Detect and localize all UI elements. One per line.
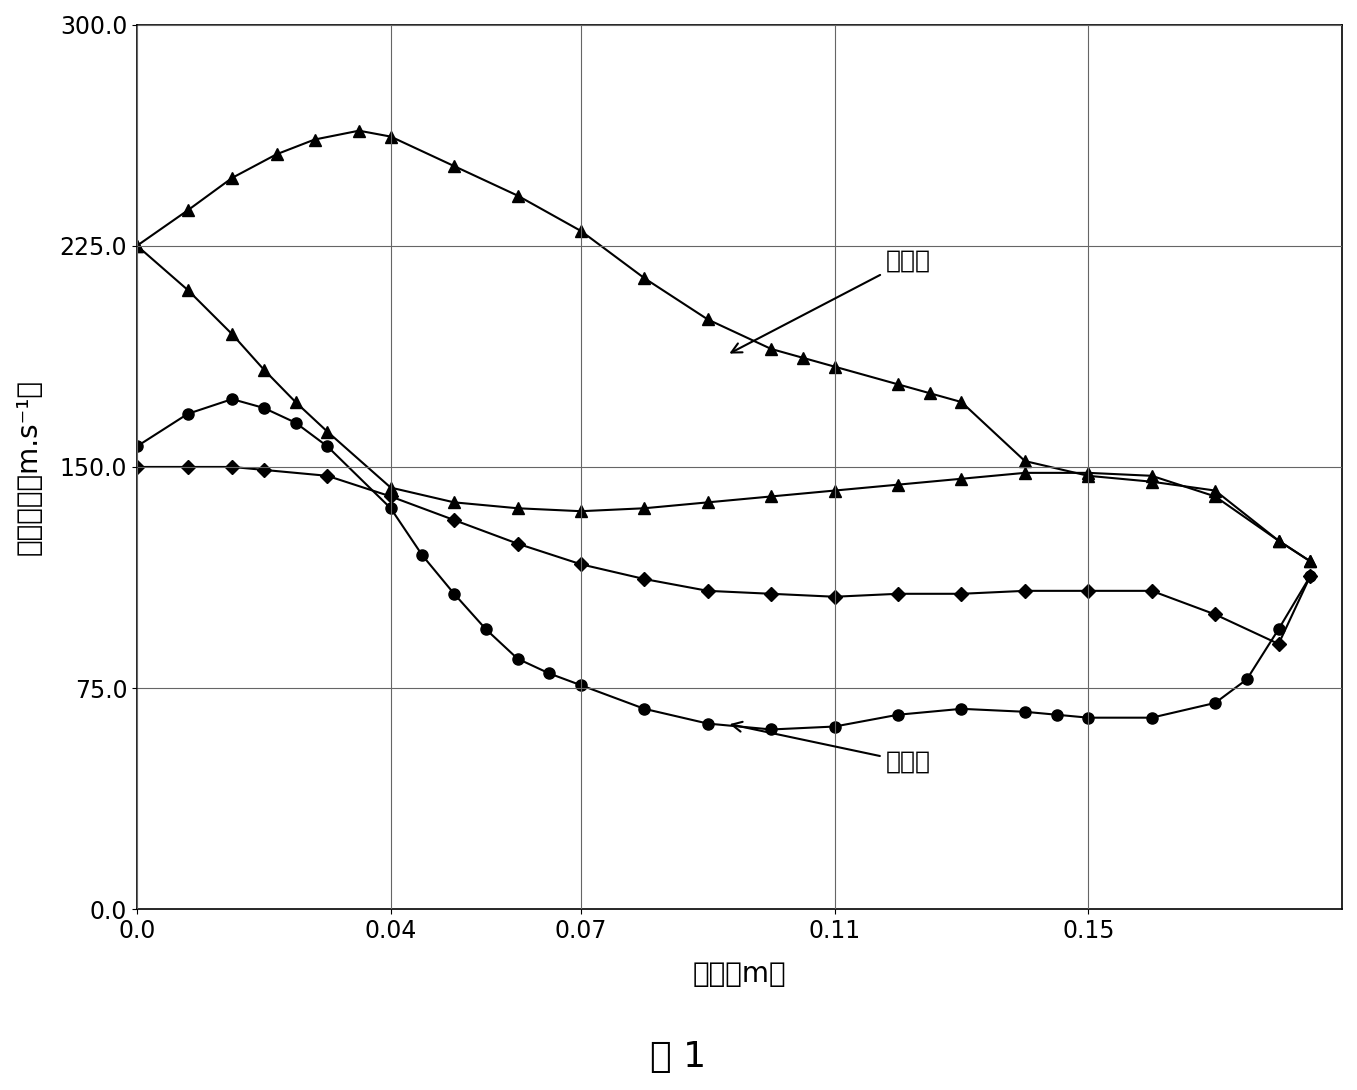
Y-axis label: 相对速度（m.s⁻¹）: 相对速度（m.s⁻¹） bbox=[15, 379, 43, 555]
Text: 轮盖侧: 轮盖侧 bbox=[731, 249, 931, 352]
Text: 轮盘侧: 轮盘侧 bbox=[731, 722, 931, 774]
Text: 图 1: 图 1 bbox=[650, 1040, 707, 1075]
X-axis label: 流线（m）: 流线（m） bbox=[692, 960, 786, 988]
